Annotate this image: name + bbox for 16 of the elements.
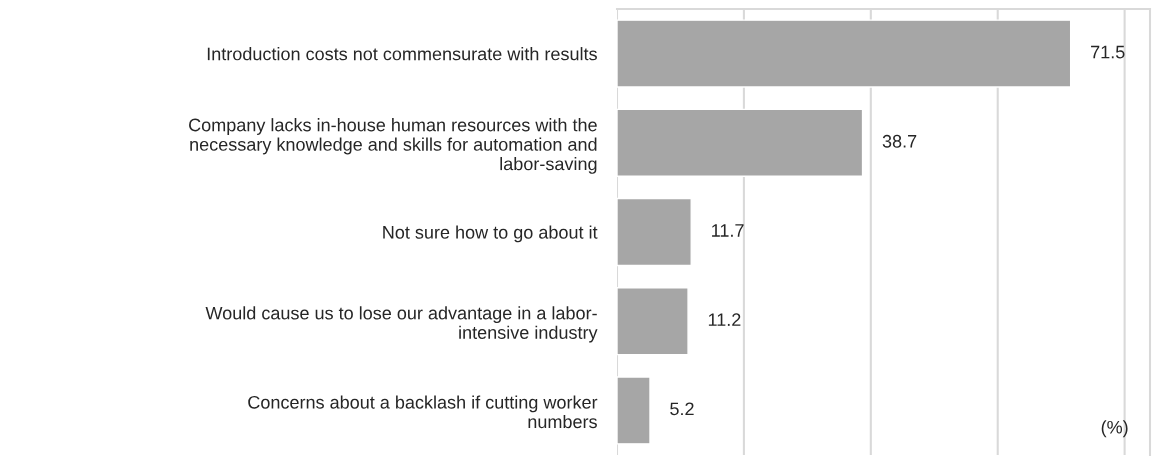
- bar: [617, 376, 651, 445]
- data-label: 11.7: [712, 224, 744, 237]
- data-label: 11.2: [708, 313, 741, 326]
- y-tick-label: Company lacks in-house human resources with the necessary knowledge and skills for automation and labor-saving: [189, 118, 597, 174]
- y-tick-label: Not sure how to go about it: [383, 225, 598, 243]
- y-tick-label: Would cause us to lose our advantage in a labor- intensive industry: [205, 306, 598, 343]
- bar: [617, 197, 692, 267]
- y-tick-label: Concerns about a backlash if cutting worker numbers: [248, 395, 598, 429]
- data-label: 38.7: [882, 134, 917, 148]
- bar: [617, 287, 689, 356]
- y-tick-label: Introduction costs not commensurate with results: [207, 47, 597, 61]
- data-label: 5.2: [670, 402, 694, 416]
- data-label: 71.5: [1091, 45, 1125, 59]
- annotation: (%): [1101, 420, 1128, 438]
- bar: [617, 19, 1072, 88]
- bar: [617, 108, 864, 177]
